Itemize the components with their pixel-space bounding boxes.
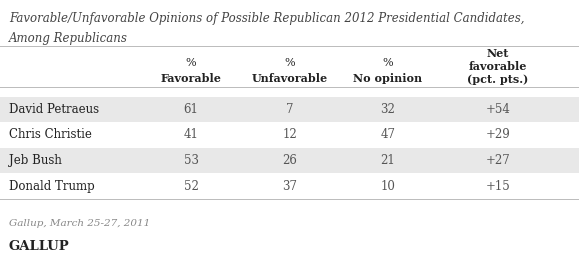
Text: Jeb Bush: Jeb Bush [9,154,61,167]
Text: Net: Net [487,49,509,59]
Text: Donald Trump: Donald Trump [9,180,94,193]
Text: %: % [284,58,295,68]
Text: 12: 12 [282,128,297,141]
Text: Chris Christie: Chris Christie [9,128,91,141]
Text: GALLUP: GALLUP [9,240,69,253]
Text: +54: +54 [486,103,510,116]
Text: Gallup, March 25-27, 2011: Gallup, March 25-27, 2011 [9,219,150,228]
Text: 53: 53 [184,154,199,167]
Text: Unfavorable: Unfavorable [251,73,328,84]
Text: 47: 47 [380,128,395,141]
Text: Favorable/Unfavorable Opinions of Possible Republican 2012 Presidential Candidat: Favorable/Unfavorable Opinions of Possib… [9,12,524,25]
Text: 10: 10 [380,180,395,193]
Text: favorable: favorable [469,61,527,72]
Text: 41: 41 [184,128,199,141]
Text: (pct. pts.): (pct. pts.) [467,74,529,85]
Text: +27: +27 [486,154,510,167]
Text: 7: 7 [286,103,293,116]
Text: 26: 26 [282,154,297,167]
Text: David Petraeus: David Petraeus [9,103,99,116]
Text: 32: 32 [380,103,395,116]
Bar [0,148,579,173]
Text: No opinion: No opinion [353,73,423,84]
Text: 61: 61 [184,103,199,116]
Text: 37: 37 [282,180,297,193]
Text: +29: +29 [486,128,510,141]
Text: Favorable: Favorable [160,73,222,84]
Text: 52: 52 [184,180,199,193]
Text: 21: 21 [380,154,395,167]
Text: Among Republicans: Among Republicans [9,32,127,45]
Text: +15: +15 [486,180,510,193]
Text: %: % [186,58,196,68]
Bar [0,97,579,122]
Text: %: % [383,58,393,68]
